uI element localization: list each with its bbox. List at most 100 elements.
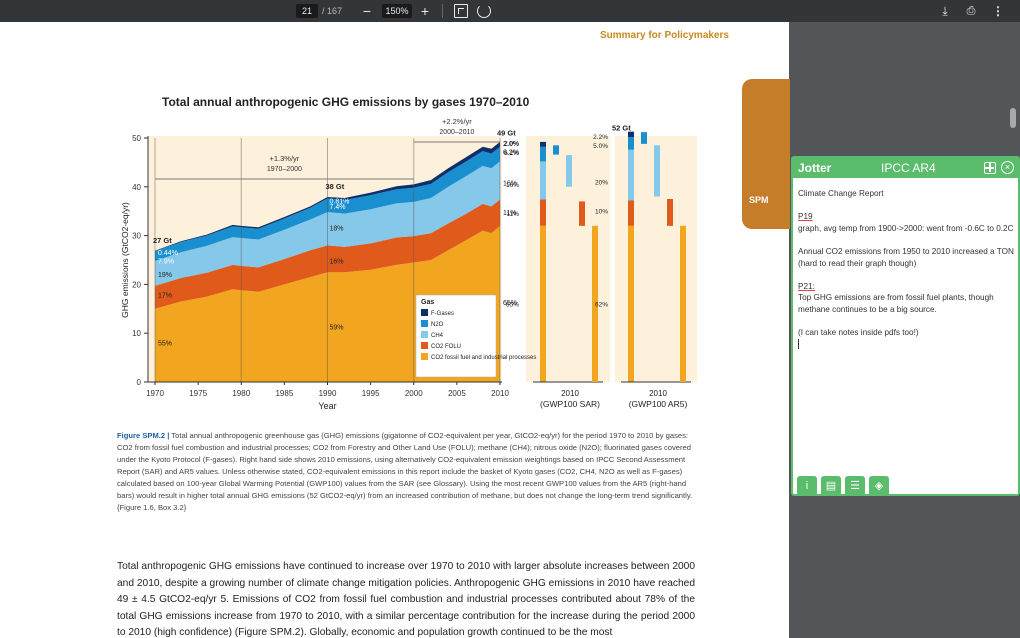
legend-label: F-Gases [431, 311, 454, 317]
list-icon[interactable]: ☰ [845, 476, 865, 496]
figure-caption: Figure SPM.2 | Total annual anthropogeni… [117, 430, 695, 514]
save-icon[interactable]: ▤ [821, 476, 841, 496]
page-number-input[interactable]: 21 [296, 4, 318, 18]
annotation-period: 2000–2010 [439, 129, 474, 136]
side-percentage: 11% [506, 211, 519, 218]
spm-section-tab[interactable]: SPM [742, 79, 790, 229]
toolbar-divider [442, 4, 443, 18]
y-tick-label: 30 [132, 232, 141, 241]
jotter-panel: Jotter IPCC AR4 × Climate Change Report … [791, 156, 1020, 496]
total-label: 49 Gt [497, 129, 516, 138]
legend-swatch [421, 353, 428, 360]
text-cursor [798, 338, 799, 349]
y-tick-label: 10 [132, 329, 141, 338]
percentage-label: 16% [503, 180, 517, 187]
chart-title: Total annual anthropogenic GHG emissions… [162, 95, 530, 109]
spm-tab-label: SPM [749, 195, 769, 205]
side-bar-segment [628, 137, 634, 150]
area-series [155, 225, 500, 382]
close-icon[interactable]: × [1001, 161, 1014, 174]
scrollbar-thumb[interactable] [1010, 108, 1016, 128]
percentage-label: 11% [503, 210, 517, 217]
percentage-label: 16% [330, 258, 344, 265]
print-icon[interactable]: ⎙ [966, 5, 976, 17]
percentage-label: 19% [158, 272, 172, 279]
caption-text: Total annual anthropogenic greenhouse ga… [117, 431, 693, 512]
y-tick-label: 0 [137, 378, 142, 387]
legend-label: CH4 [431, 333, 444, 339]
side-percentage: 20% [595, 179, 608, 186]
jotter-title: Jotter [798, 161, 832, 175]
x-tick-label: 1975 [189, 389, 207, 398]
info-icon[interactable]: i [797, 476, 817, 496]
component-bar [680, 225, 686, 382]
note-page-ref: P19 [798, 212, 813, 222]
x-tick-label: 2005 [448, 389, 466, 398]
x-tick-label: 1985 [275, 389, 293, 398]
side-percentage: 2.2% [593, 134, 608, 141]
area-series [155, 146, 500, 261]
x-tick-label: 2000 [405, 389, 423, 398]
side-percentage: 10% [595, 209, 608, 216]
side-bar-label: (GWP100 SAR) [540, 399, 600, 409]
side-bar-segment [540, 225, 546, 382]
emissions-chart: 0 10 20 30 40 50 1970 1975 1980 1985 1990 1995 2000 2… [120, 117, 697, 411]
percentage-label: 0.81% [330, 198, 350, 205]
legend-swatch [421, 342, 428, 349]
zoom-level-input[interactable]: 150% [382, 4, 412, 18]
legend-swatch [421, 309, 428, 316]
pdf-toolbar: 21 / 167 − 150% + ⤓ ⎙ ⋮ [0, 0, 1020, 22]
side-bar-label: (GWP100 AR5) [629, 399, 688, 409]
x-tick-label: 1990 [319, 389, 337, 398]
expand-icon[interactable] [984, 162, 996, 174]
note-line: (I can take notes inside pdfs too!) [798, 328, 919, 338]
jotter-document-name: IPCC AR4 [881, 161, 936, 175]
percentage-label: 2.0% [503, 141, 519, 148]
side-percentage: 65% [506, 301, 519, 308]
component-bar [566, 155, 572, 187]
component-bar [641, 132, 647, 144]
percentage-label: 7.9% [158, 258, 174, 265]
more-options-icon[interactable]: ⋮ [992, 4, 1004, 18]
side-bar-segment [628, 200, 634, 226]
x-tick-label: 1970 [146, 389, 164, 398]
percentage-label: 0.44% [158, 250, 178, 257]
side-bar-segment [540, 146, 546, 162]
page-count: / 167 [321, 6, 343, 16]
side-percentage: 6.2% [504, 150, 519, 157]
note-line: Top GHG emissions are from fossil fuel p… [798, 293, 994, 314]
component-bar [667, 199, 673, 226]
running-header: Summary for Policymakers [600, 30, 729, 41]
legend-label: CO2 fossil fuel and industrial processes [431, 355, 536, 361]
zoom-out-button[interactable]: − [362, 3, 372, 19]
annotation-period: 1970–2000 [267, 166, 302, 173]
caption-label: Figure SPM.2 | [117, 431, 170, 440]
percentage-label: 55% [158, 340, 172, 347]
percentage-label: 18% [330, 226, 344, 233]
eraser-icon[interactable]: ◈ [869, 476, 889, 496]
legend-box [415, 294, 497, 378]
side-bar-segment [540, 161, 546, 200]
legend-label: N2O [431, 322, 444, 328]
download-icon[interactable]: ⤓ [942, 4, 948, 18]
percentage-label: 7.4% [330, 204, 346, 211]
y-tick-label: 50 [132, 134, 141, 143]
percentage-label: 6.2% [503, 150, 519, 157]
x-tick-label: 2010 [491, 389, 509, 398]
notes-textarea[interactable]: Climate Change Report P19 graph, avg tem… [798, 188, 1016, 460]
side-bar-year: 2010 [649, 389, 667, 398]
total-label: 52 Gt [612, 124, 631, 133]
side-bar-segment [628, 149, 634, 201]
side-percentage: 16% [506, 182, 519, 189]
y-tick-label: 20 [132, 280, 141, 289]
zoom-in-button[interactable]: + [420, 3, 430, 19]
percentage-label: 65% [503, 300, 517, 307]
side-percentage: 5.0% [593, 143, 608, 150]
rotate-icon[interactable] [477, 4, 491, 18]
total-label: 38 Gt [326, 182, 345, 191]
component-bar [553, 145, 559, 155]
annotation-rate: +2.2%/yr [442, 117, 472, 126]
note-page-ref: P21: [798, 281, 815, 291]
fit-to-page-icon[interactable] [454, 4, 468, 18]
legend-swatch [421, 331, 428, 338]
